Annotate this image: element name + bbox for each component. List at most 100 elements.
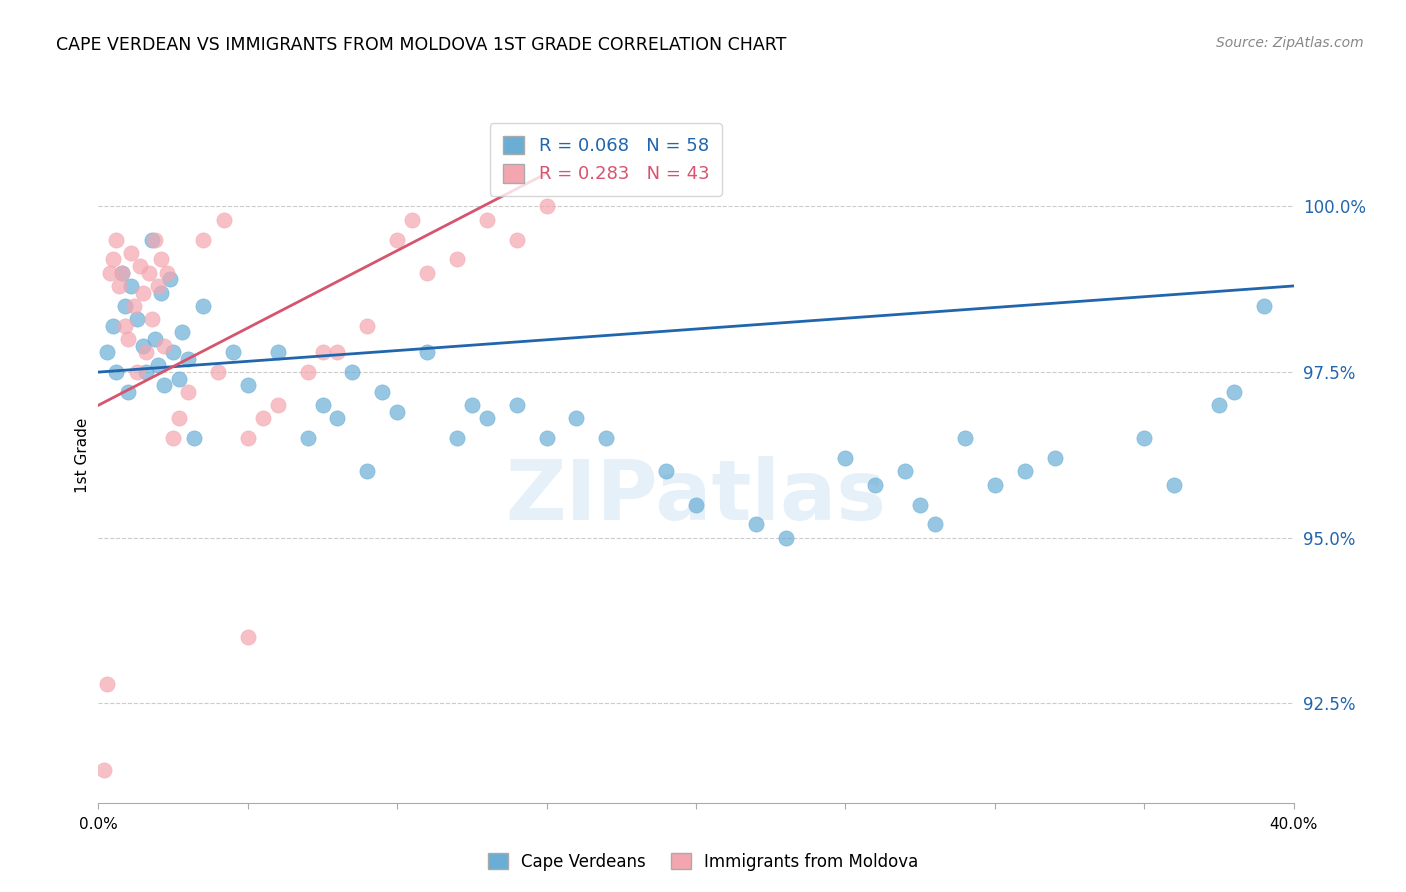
Point (1133, 431, 1156, 445)
Text: CAPE VERDEAN VS IMMIGRANTS FROM MOLDOVA 1ST GRADE CORRELATION CHART: CAPE VERDEAN VS IMMIGRANTS FROM MOLDOVA … (56, 36, 786, 54)
Point (129, 259, 152, 273)
Point (342, 365, 364, 379)
Point (105, 233, 128, 247)
Point (117, 332, 139, 346)
Point (124, 299, 146, 313)
Point (506, 398, 529, 412)
Point (148, 359, 170, 373)
Point (222, 345, 245, 359)
Point (138, 266, 160, 280)
Point (96, 676, 118, 690)
Legend: Cape Verdeans, Immigrants from Moldova: Cape Verdeans, Immigrants from Moldova (479, 845, 927, 880)
Point (167, 411, 190, 425)
Point (267, 398, 290, 412)
Point (148, 279, 170, 293)
Point (153, 338, 176, 352)
Text: 0.0%: 0.0% (79, 817, 118, 832)
Point (135, 345, 157, 359)
Point (183, 431, 205, 445)
Point (685, 498, 707, 512)
Point (461, 398, 484, 412)
Point (191, 299, 214, 313)
Point (655, 465, 678, 479)
Point (236, 630, 259, 644)
Y-axis label: 1st Grade: 1st Grade (75, 417, 90, 492)
Point (745, 517, 768, 532)
Point (132, 338, 155, 352)
Legend: R = 0.068   N = 58, R = 0.283   N = 43: R = 0.068 N = 58, R = 0.283 N = 43 (489, 123, 721, 196)
Point (143, 332, 166, 346)
Point (141, 233, 163, 247)
Point (565, 411, 588, 425)
Point (252, 411, 274, 425)
Point (127, 312, 149, 326)
Point (297, 365, 319, 379)
Point (983, 477, 1005, 491)
Text: 40.0%: 40.0% (1270, 817, 1317, 832)
Point (536, 431, 558, 445)
Point (93, 763, 115, 777)
Point (475, 411, 498, 425)
Point (1222, 384, 1246, 399)
Point (105, 365, 128, 379)
Point (894, 465, 917, 479)
Point (446, 252, 468, 267)
Point (103, 252, 125, 267)
Point (150, 252, 173, 267)
Point (536, 199, 558, 213)
Point (98, 266, 122, 280)
Point (385, 233, 409, 247)
Point (385, 405, 409, 419)
Point (103, 318, 125, 333)
Text: ZIPatlas: ZIPatlas (506, 456, 886, 537)
Point (356, 465, 378, 479)
Point (863, 477, 886, 491)
Point (953, 431, 976, 445)
Point (162, 345, 184, 359)
Point (177, 351, 200, 366)
Point (153, 378, 176, 392)
Point (236, 431, 259, 445)
Point (775, 531, 797, 545)
Point (207, 365, 229, 379)
Point (236, 378, 259, 392)
Point (135, 365, 157, 379)
Point (1163, 477, 1185, 491)
Point (177, 384, 200, 399)
Point (356, 318, 378, 333)
Point (908, 498, 931, 512)
Point (326, 411, 349, 425)
Point (326, 345, 349, 359)
Point (111, 266, 134, 280)
Point (416, 345, 439, 359)
Point (127, 365, 149, 379)
Point (156, 266, 179, 280)
Point (120, 245, 142, 260)
Point (506, 233, 529, 247)
Point (1014, 465, 1036, 479)
Point (311, 398, 333, 412)
Point (1043, 451, 1066, 466)
Point (117, 384, 139, 399)
Point (212, 212, 235, 227)
Point (401, 212, 423, 227)
Point (114, 318, 136, 333)
Point (96, 345, 118, 359)
Point (191, 233, 214, 247)
Point (162, 431, 184, 445)
Point (267, 345, 290, 359)
Point (297, 431, 319, 445)
Point (1208, 398, 1230, 412)
Point (141, 312, 163, 326)
Point (1253, 299, 1275, 313)
Point (311, 345, 333, 359)
Point (834, 451, 856, 466)
Point (159, 272, 181, 286)
Point (143, 233, 166, 247)
Point (150, 285, 173, 300)
Point (108, 279, 131, 293)
Point (120, 279, 142, 293)
Point (132, 285, 155, 300)
Text: Source: ZipAtlas.com: Source: ZipAtlas.com (1216, 36, 1364, 50)
Point (114, 299, 136, 313)
